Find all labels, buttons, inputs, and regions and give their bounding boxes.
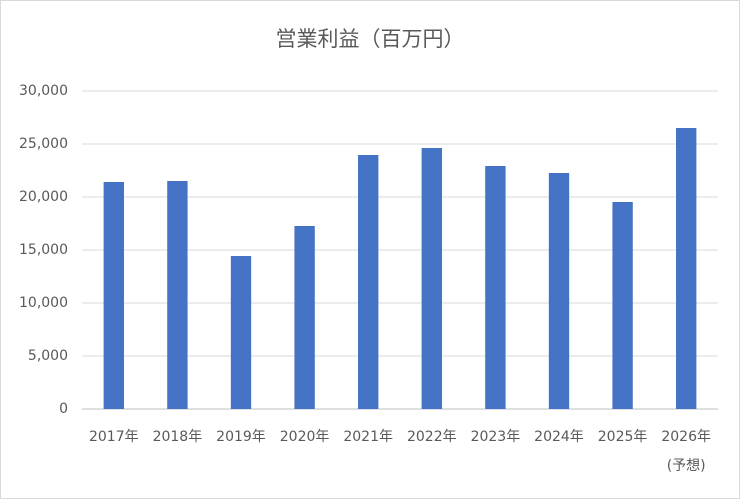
y-tick-label: 25,000	[19, 136, 68, 152]
bar	[485, 165, 506, 409]
y-tick-label: 0	[59, 401, 68, 417]
y-tick-label: 30,000	[19, 83, 68, 99]
x-tick-label: 2018年	[152, 429, 203, 445]
bar	[167, 181, 188, 409]
bar	[103, 182, 124, 409]
bar	[358, 155, 379, 409]
x-tick-label: 2024年	[534, 429, 584, 445]
x-tick-label: 2020年	[279, 429, 330, 445]
y-tick-label: 10,000	[19, 295, 68, 311]
bar	[294, 226, 315, 409]
x-tick-label: 2017年	[88, 429, 139, 445]
x-tick-label: 2026年 (予想)	[661, 429, 711, 474]
x-tick-label: 2023年	[470, 429, 521, 445]
y-tick-label: 15,000	[19, 242, 68, 258]
bar	[612, 202, 633, 409]
y-tick-label: 5,000	[28, 348, 68, 364]
x-tick-label: 2019年	[216, 429, 266, 445]
bar	[548, 173, 570, 409]
y-tick-label: 20,000	[19, 189, 68, 205]
chart-title: 営業利益（百万円）	[276, 27, 465, 51]
x-tick-label: 2022年	[406, 429, 457, 445]
bar	[230, 255, 252, 409]
bar	[676, 128, 697, 410]
x-tick-label: 2025年	[597, 429, 648, 445]
x-tick-label: 2021年	[343, 429, 393, 445]
bar	[421, 147, 442, 409]
